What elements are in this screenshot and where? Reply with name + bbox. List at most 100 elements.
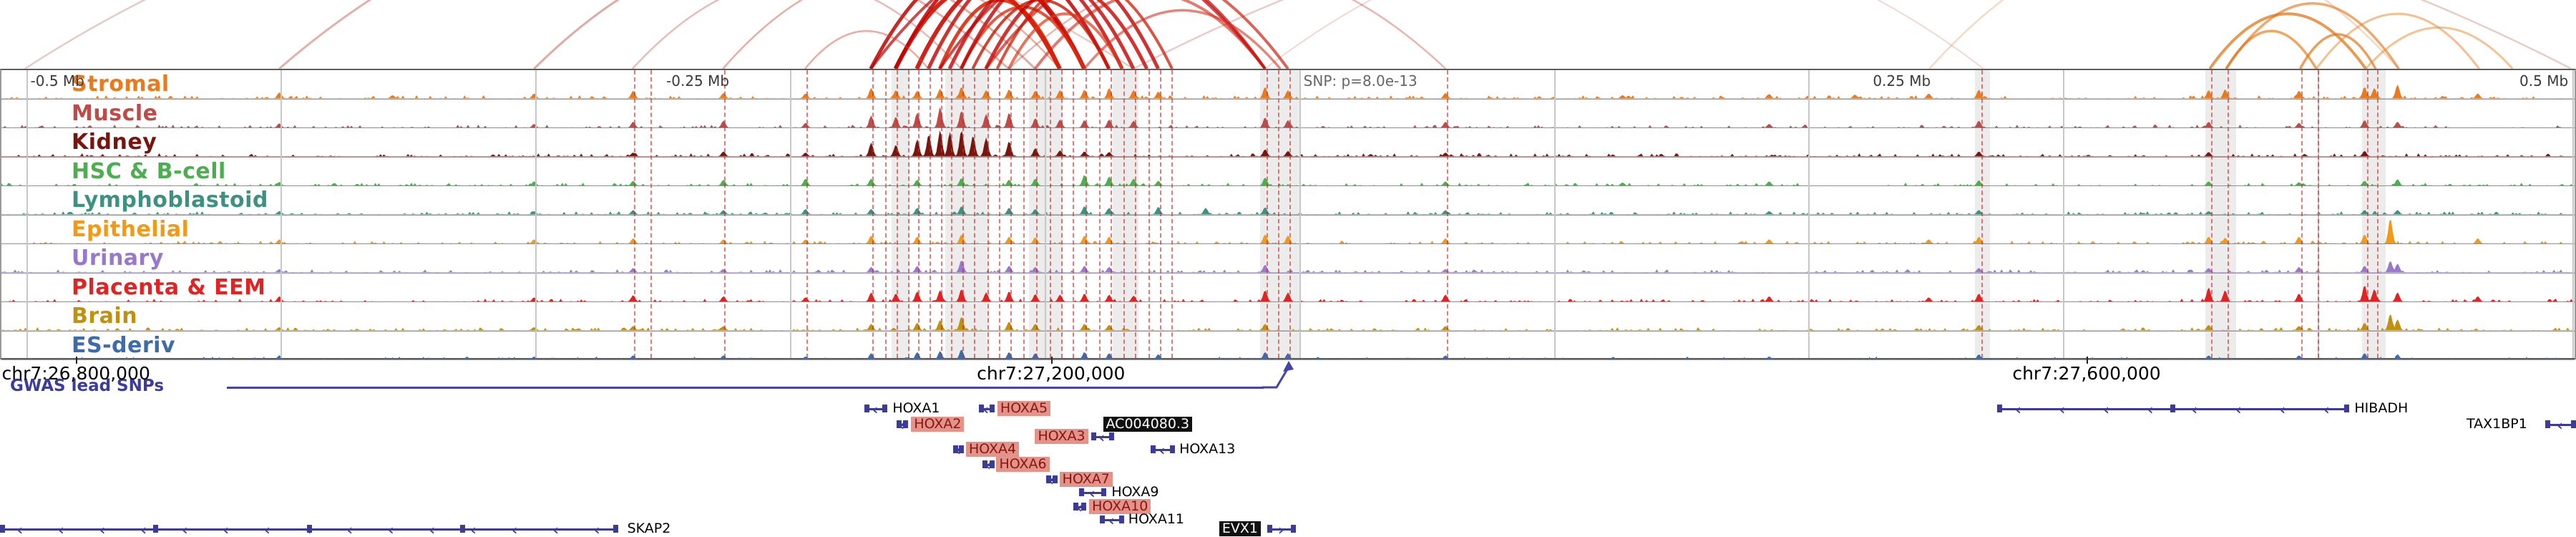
- exon-block: [306, 525, 312, 533]
- strand-arrow-icon: ‹: [2235, 401, 2242, 418]
- exon-block: [989, 405, 995, 412]
- snp-dashed-line: [1447, 70, 1449, 358]
- ruler-gridline: [1045, 70, 1046, 358]
- snp-dashed-line: [885, 70, 887, 358]
- gene-label-hoxa6: HOXA6: [996, 457, 1050, 472]
- track-row-placenta-eem: Placenta & EEM: [1, 274, 2575, 302]
- exon-block: [1045, 475, 1051, 483]
- strand-arrow-icon: ‹: [2557, 417, 2563, 434]
- exon-block: [1100, 516, 1106, 523]
- interaction-arc: [2365, 26, 2514, 69]
- exon-block: [2170, 405, 2176, 412]
- gene-body-hoxa3: [1091, 436, 1114, 438]
- track-label-hsc-b-cell: HSC & B-cell: [72, 158, 226, 184]
- snp-dashed-line: [1148, 70, 1150, 358]
- snp-dashed-line: [1085, 70, 1088, 358]
- exon-block: [896, 420, 902, 428]
- strand-arrow-icon: ‹: [2323, 401, 2330, 418]
- gene-body-hoxa11: [1100, 519, 1125, 521]
- exon-block: [613, 525, 618, 533]
- gwas-snp-arrow-icon: [1262, 361, 1294, 389]
- strand-arrow-icon: ‹: [429, 521, 436, 537]
- gene-label-evx1: EVX1: [1219, 521, 1261, 536]
- track-row-lymphoblastoid: Lymphoblastoid: [1, 186, 2575, 216]
- coordinate-label: chr7:26,800,000: [1, 363, 150, 384]
- track-row-epithelial: Epithelial: [1, 216, 2575, 244]
- ruler-gridline: [1553, 70, 1556, 358]
- exon-block: [1996, 405, 2002, 412]
- interaction-arc: [1928, 0, 2400, 69]
- snp-dashed-line: [1289, 70, 1291, 358]
- signal-plot-brain: [1, 314, 2575, 331]
- gene-label-hoxa4: HOXA4: [966, 442, 1020, 457]
- strand-arrow-icon: ‹: [1048, 472, 1054, 489]
- signal-plot-urinary: [1, 260, 2575, 273]
- interaction-arc: [1264, 0, 1984, 69]
- track-label-epithelial: Epithelial: [72, 216, 190, 242]
- coordinate-label: chr7:27,600,000: [2012, 363, 2161, 384]
- ruler-label: -0.5 Mb: [30, 72, 84, 90]
- snp-dashed-line: [1072, 70, 1074, 358]
- strand-arrow-icon: ›: [1278, 521, 1284, 537]
- exon-block: [1119, 516, 1125, 523]
- snp-dashed-line: [2301, 70, 2303, 358]
- snp-dashed-line: [1266, 70, 1268, 358]
- exon-block: [989, 460, 995, 468]
- strand-arrow-icon: ‹: [872, 401, 879, 418]
- snp-dashed-line: [2318, 70, 2320, 358]
- interaction-arc: [914, 0, 1086, 69]
- signal-plot-lymphoblastoid: [1, 206, 2575, 215]
- signal-plot-epithelial: [1, 219, 2575, 243]
- gene-body-hoxa13: [1151, 449, 1175, 451]
- gene-body-hoxa4: [953, 449, 965, 451]
- gene-label-skap2: SKAP2: [627, 521, 671, 536]
- strand-arrow-icon: ‹: [388, 521, 394, 537]
- strand-arrow-icon: ‹: [1098, 429, 1106, 446]
- exon-block: [0, 525, 5, 533]
- snp-dashed-line: [1135, 70, 1136, 358]
- track-row-stromal: Stromal: [1, 70, 2575, 100]
- gene-body-ac004080-3: [1176, 424, 1186, 426]
- snp-dashed-line: [633, 70, 635, 358]
- track-label-brain: Brain: [72, 304, 138, 329]
- snp-dashed-line: [1098, 70, 1101, 358]
- gene-body-skap2: [0, 528, 618, 531]
- interaction-arc: [927, 0, 1124, 69]
- exon-block: [882, 405, 888, 412]
- signal-plot-es-deriv: [1, 349, 2575, 359]
- signal-plot-kidney: [1, 130, 2575, 157]
- track-label-kidney: Kidney: [72, 130, 157, 155]
- ruler-gridline: [26, 70, 28, 358]
- interaction-arc: [985, 0, 1289, 69]
- strand-arrow-icon: ‹: [552, 521, 559, 537]
- snp-dashed-line: [974, 70, 976, 358]
- signal-tracks-panel: Stromal Muscle Kidney HSC & B-cell Lymphobla…: [0, 69, 2576, 360]
- strand-arrow-icon: ‹: [1108, 512, 1115, 529]
- snp-dashed-line: [950, 70, 952, 358]
- interaction-arc: [938, 0, 1267, 69]
- exon-block: [1181, 420, 1186, 428]
- ruler-label: SNP: p=8.0e-13: [1303, 72, 1418, 90]
- snp-dashed-line: [1981, 70, 1983, 358]
- exon-block: [2545, 420, 2550, 428]
- gene-label-hoxa3: HOXA3: [1035, 429, 1088, 444]
- strand-arrow-icon: ‹: [16, 521, 24, 537]
- strand-arrow-icon: ‹: [2103, 401, 2109, 418]
- exon-block: [153, 525, 159, 533]
- gene-label-hoxa11: HOXA11: [1128, 511, 1185, 527]
- ruler-gridline: [535, 70, 537, 358]
- strand-arrow-icon: ‹: [470, 521, 477, 537]
- gene-body-hoxa6: [982, 464, 995, 466]
- strand-arrow-icon: ‹: [2279, 401, 2286, 418]
- exon-block: [1169, 445, 1175, 453]
- exon-block: [1081, 503, 1087, 511]
- snp-dashed-line: [1023, 70, 1025, 358]
- exon-block: [459, 525, 465, 533]
- snp-dashed-line: [1049, 70, 1051, 358]
- gene-label-ac004080-3: AC004080.3: [1103, 417, 1193, 432]
- signal-plot-placenta-eem: [1, 285, 2575, 301]
- snp-dashed-line: [1159, 70, 1161, 358]
- gene-label-hoxa7: HOXA7: [1059, 472, 1113, 487]
- ruler-label: -0.25 Mb: [666, 72, 730, 90]
- interaction-arc: [959, 0, 1160, 69]
